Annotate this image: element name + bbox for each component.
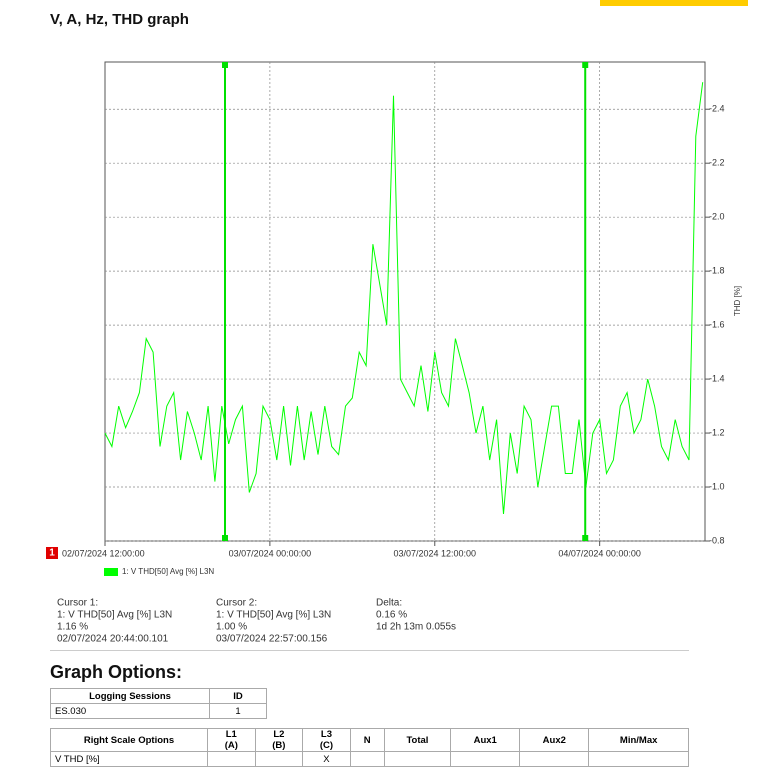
cell: ES.030 xyxy=(50,703,210,719)
header-cell: ID xyxy=(209,688,267,704)
header-cell: Aux1 xyxy=(450,728,521,752)
page-title: V, A, Hz, THD graph xyxy=(50,11,189,28)
cell xyxy=(349,751,385,767)
cursor-series: 1: V THD[50] Avg [%] L3N xyxy=(57,610,172,621)
plot-frame xyxy=(104,61,706,542)
row: ES.030 1 xyxy=(50,703,267,719)
header-row: Logging Sessions ID xyxy=(50,688,267,704)
x-tick-label: 03/07/2024 00:00:00 xyxy=(229,548,312,558)
cell xyxy=(207,751,256,767)
cell xyxy=(450,751,521,767)
accent-bar xyxy=(600,0,748,6)
session-marker: 1 xyxy=(49,548,55,559)
delta-span: 1d 2h 13m 0.055s xyxy=(376,622,456,633)
options-title: Graph Options: xyxy=(50,662,182,682)
header-cell: L3 (C) xyxy=(302,728,351,752)
scale-table: Right Scale Options L1 (A) L2 (B) L3 (C) N To… xyxy=(50,728,689,767)
header-cell: Total xyxy=(383,728,452,752)
cell: 1 xyxy=(209,703,267,719)
cursor-handle xyxy=(222,62,229,68)
header-cell: N xyxy=(349,728,385,752)
data-line xyxy=(104,82,704,515)
chart: V, A, Hz, THD graph -0.8 -1.0 -1.2 -1.4 -1.6… xyxy=(46,0,748,645)
header-cell: Aux2 xyxy=(519,728,590,752)
y-tick-label: -1.4 xyxy=(709,373,725,383)
y-tick-label: -1.0 xyxy=(709,481,725,491)
y-tick-label: -1.6 xyxy=(709,319,725,329)
cursor-title: Cursor 1: xyxy=(57,598,98,609)
y-tick-label: -1.8 xyxy=(709,266,725,276)
cell: X xyxy=(302,751,351,767)
cursor-title: Cursor 2: xyxy=(216,598,257,609)
y-axis-label: THD [%] xyxy=(733,286,742,316)
cursor-handle xyxy=(222,535,229,541)
cursor-series: 1: V THD[50] Avg [%] L3N xyxy=(216,610,331,621)
session-marker-box xyxy=(46,547,58,559)
row: V THD [%] X xyxy=(50,751,689,767)
cursor-handle xyxy=(582,535,589,541)
cursor-value: 1.00 % xyxy=(216,622,247,633)
header-cell: Logging Sessions xyxy=(50,688,210,704)
cell xyxy=(588,751,689,767)
cursor-time: 02/07/2024 20:44:00.101 xyxy=(57,634,169,645)
divider xyxy=(50,650,689,651)
legend-swatch xyxy=(104,568,118,576)
sessions-table: Logging Sessions ID ES.030 1 xyxy=(50,688,267,719)
header-row: Right Scale Options L1 (A) L2 (B) L3 (C) N To… xyxy=(50,728,689,752)
cell xyxy=(383,751,452,767)
x-tick-label: 03/07/2024 12:00:00 xyxy=(393,548,476,558)
cell: V THD [%] xyxy=(50,751,208,767)
header-cell: L1 (A) xyxy=(207,728,256,752)
header-cell: Right Scale Options xyxy=(50,728,208,752)
x-tick-label: 04/07/2024 00:00:00 xyxy=(558,548,641,558)
y-tick-label: -1.2 xyxy=(709,427,725,437)
cell xyxy=(254,751,304,767)
y-tick-label: -2.0 xyxy=(709,212,725,222)
legend-entry: 1: V THD[50] Avg [%] L3N xyxy=(122,567,214,576)
delta-value: 0.16 % xyxy=(376,610,407,621)
header-cell: L2 (B) xyxy=(254,728,304,752)
delta-title: Delta: xyxy=(376,598,402,609)
cursor-time: 03/07/2024 22:57:00.156 xyxy=(216,634,328,645)
cursor-value: 1.16 % xyxy=(57,622,88,633)
y-tick-label: -0.8 xyxy=(709,535,725,545)
y-tick-label: -2.4 xyxy=(709,104,725,114)
x-tick-label: 02/07/2024 12:00:00 xyxy=(62,548,145,558)
cell xyxy=(519,751,590,767)
y-tick-label: -2.2 xyxy=(709,158,725,168)
cursor-handle xyxy=(582,62,589,68)
header-cell: Min/Max xyxy=(588,728,689,752)
